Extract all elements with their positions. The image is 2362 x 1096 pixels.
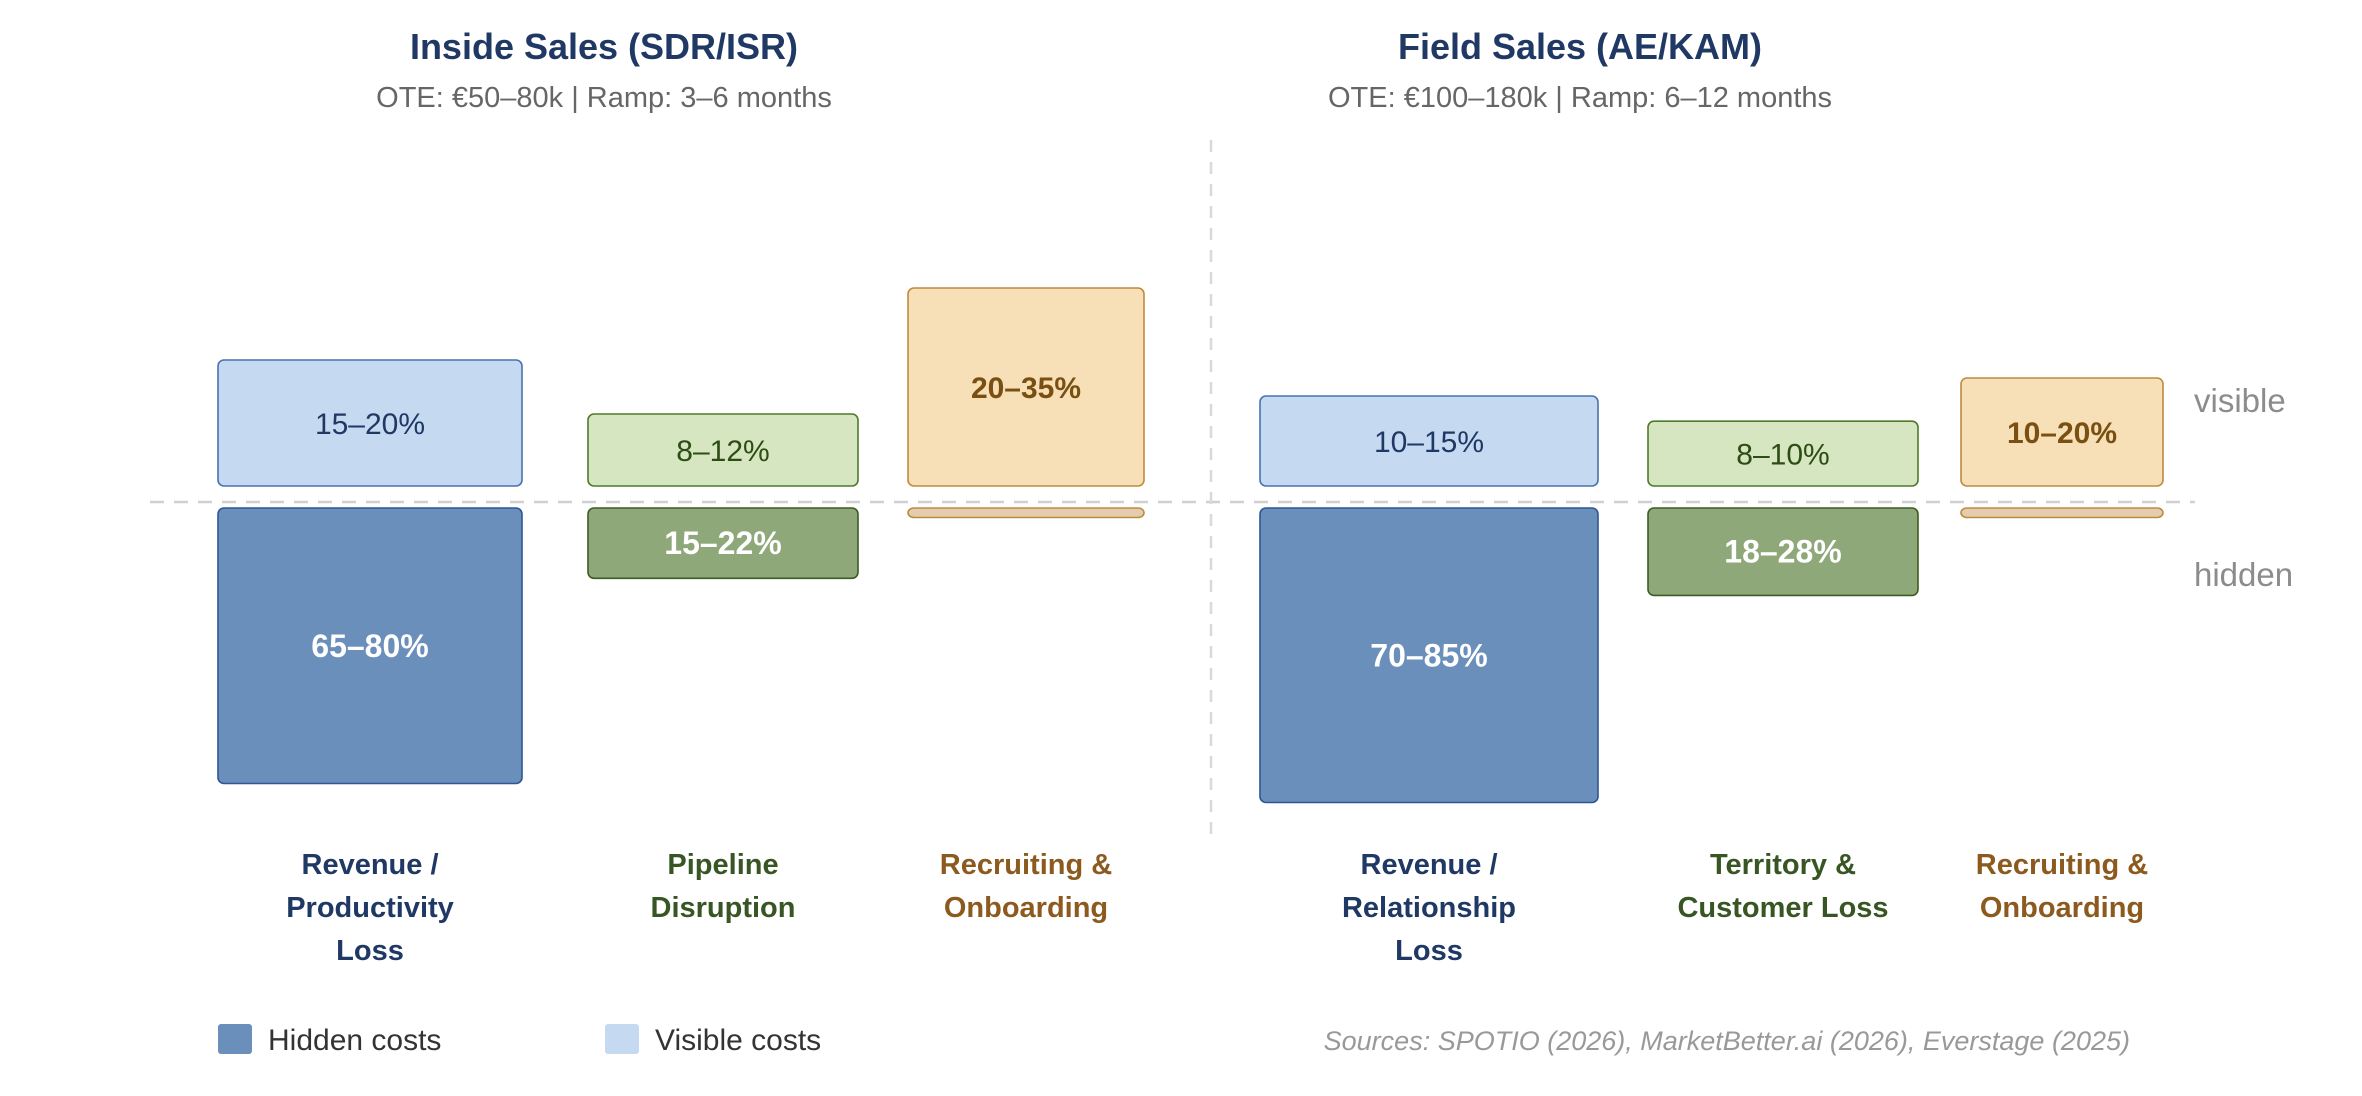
hidden-cost-bar <box>1960 507 2164 519</box>
category-label: Recruiting & Onboarding <box>1976 849 2148 924</box>
panel-title: Inside Sales (SDR/ISR) <box>410 26 798 67</box>
panel-title: Field Sales (AE/KAM) <box>1398 26 1762 67</box>
category-label-line: Recruiting & <box>940 849 1112 881</box>
visible-cost-value: 20–35% <box>971 372 1081 405</box>
category-label-line: Recruiting & <box>1976 849 2148 881</box>
visible-cost-value: 8–10% <box>1736 439 1829 472</box>
hidden-cost-value: 65–80% <box>311 628 428 664</box>
category-label: Recruiting & Onboarding <box>940 849 1112 924</box>
legend: Hidden costs Visible costs <box>218 1024 821 1057</box>
hidden-cost-bar <box>1647 507 1919 597</box>
category-label-line: Loss <box>336 935 404 967</box>
legend-swatch <box>218 1024 252 1054</box>
zone-label-hidden: hidden <box>2194 556 2293 593</box>
visible-cost-bar <box>1647 420 1919 487</box>
visible-cost-bar <box>1259 395 1599 487</box>
hidden-cost-value: 15–22% <box>664 525 781 561</box>
category-label: Pipeline Disruption <box>651 849 796 924</box>
visible-cost-bar <box>1960 377 2164 487</box>
visible-cost-value: 15–20% <box>315 408 425 441</box>
category-label-line: Onboarding <box>1980 892 2144 924</box>
category-label-line: Relationship <box>1342 892 1516 924</box>
zone-label-visible: visible <box>2194 382 2286 419</box>
hidden-cost-value: 18–28% <box>1724 534 1841 570</box>
category-label-line: Onboarding <box>944 892 1108 924</box>
panel-subtitle: OTE: €50–80k | Ramp: 3–6 months <box>376 82 832 114</box>
hidden-cost-bar <box>587 507 859 580</box>
category-label-line: Territory & <box>1710 849 1856 881</box>
category-label-line: Disruption <box>651 892 796 924</box>
visible-cost-bar <box>587 413 859 487</box>
visible-cost-bar <box>907 287 1145 487</box>
legend-label: Visible costs <box>655 1024 821 1057</box>
category-label-line: Productivity <box>286 892 454 924</box>
hidden-cost-bar <box>907 507 1145 519</box>
category-label: Revenue / Productivity Loss <box>286 849 454 967</box>
category-label-line: Revenue / <box>1361 849 1498 881</box>
category-label-line: Loss <box>1395 935 1463 967</box>
category-label-line: Customer Loss <box>1677 892 1888 924</box>
category-label: Territory & Customer Loss <box>1677 849 1888 924</box>
visible-cost-value: 10–20% <box>2007 417 2117 450</box>
legend-swatch <box>605 1024 639 1054</box>
category-label: Revenue / Relationship Loss <box>1342 849 1516 967</box>
category-label-line: Pipeline <box>667 849 778 881</box>
text-layer: Inside Sales (SDR/ISR) OTE: €50–80k | Ram… <box>286 26 2293 1056</box>
bars-layer <box>217 287 2164 804</box>
source-note: Sources: SPOTIO (2026), MarketBetter.ai … <box>1324 1026 2130 1056</box>
hidden-cost-bar <box>217 507 523 785</box>
visible-cost-bar <box>217 359 523 487</box>
hidden-cost-bar <box>1259 507 1599 804</box>
hidden-cost-value: 70–85% <box>1370 637 1487 673</box>
category-label-line: Revenue / <box>302 849 439 881</box>
visible-cost-value: 10–15% <box>1374 426 1484 459</box>
legend-label: Hidden costs <box>268 1024 441 1057</box>
panel-subtitle: OTE: €100–180k | Ramp: 6–12 months <box>1328 82 1832 114</box>
guides-layer <box>150 140 2195 838</box>
visible-cost-value: 8–12% <box>676 435 769 468</box>
